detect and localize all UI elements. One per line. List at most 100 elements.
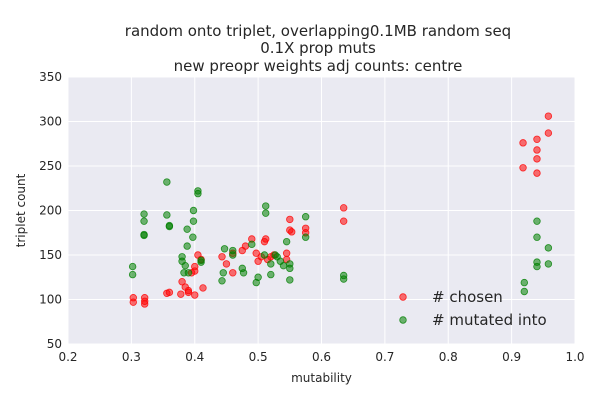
- data-point-series-2: [520, 287, 528, 296]
- y-tick-label: 350: [39, 70, 62, 84]
- data-point-series-1: [339, 204, 348, 212]
- y-tick-labels: 50 100 150 200 250 300 350: [39, 70, 62, 351]
- data-point-series-2: [163, 178, 171, 186]
- data-point-series-2: [197, 256, 205, 265]
- data-point-series-1: [533, 135, 541, 143]
- data-point-series-2: [262, 209, 270, 217]
- data-point-series-2: [229, 246, 237, 255]
- title-line-2: 0.1X prop muts: [260, 39, 376, 57]
- legend-label: # mutated into: [432, 311, 547, 329]
- data-point-series-1: [191, 291, 199, 299]
- y-axis-label: triplet count: [14, 173, 28, 247]
- data-point-series-2: [286, 276, 294, 284]
- data-point-series-2: [533, 217, 541, 225]
- data-point-series-2: [533, 258, 541, 266]
- y-tick-label: 300: [39, 115, 62, 129]
- data-point-series-2: [267, 260, 275, 268]
- data-point-series-2: [189, 206, 198, 215]
- data-point-series-2: [189, 217, 198, 225]
- data-point-series-2: [184, 269, 193, 277]
- data-point-series-1: [252, 249, 260, 257]
- data-point-series-1: [286, 215, 294, 224]
- x-tick-labels: 0.2 0.3 0.4 0.5 0.6 0.7 0.8 0.9 1.0: [58, 350, 584, 364]
- x-tick-label: 0.6: [312, 350, 331, 364]
- data-point-series-2: [254, 273, 262, 281]
- data-point-series-2: [189, 233, 197, 241]
- data-point-series-2: [163, 211, 171, 219]
- data-point-series-2: [544, 244, 553, 252]
- data-point-series-2: [178, 253, 186, 261]
- y-tick-label: 50: [47, 337, 62, 351]
- data-point-series-1: [177, 290, 185, 298]
- x-tick-label: 0.4: [185, 350, 204, 364]
- data-point-series-2: [194, 187, 202, 195]
- data-point-series-1: [282, 249, 291, 257]
- data-point-series-1: [262, 235, 270, 243]
- data-point-series-1: [301, 224, 310, 232]
- data-point-series-2: [239, 269, 248, 277]
- data-point-series-2: [301, 233, 310, 241]
- data-point-series-1: [288, 228, 296, 236]
- x-tick-label: 0.9: [502, 350, 521, 364]
- data-point-series-1: [184, 286, 193, 295]
- data-point-series-2: [282, 237, 291, 246]
- data-point-series-2: [218, 277, 226, 285]
- data-points: [128, 112, 553, 308]
- data-point-series-1: [165, 288, 174, 297]
- x-axis-label: mutability: [291, 371, 352, 385]
- data-point-series-2: [260, 251, 269, 259]
- data-point-series-1: [140, 294, 149, 302]
- data-point-series-1: [519, 164, 527, 172]
- data-point-series-2: [140, 210, 148, 218]
- data-point-series-1: [533, 169, 541, 177]
- data-point-series-1: [241, 242, 250, 250]
- data-point-series-2: [220, 245, 229, 253]
- data-point-series-1: [191, 267, 199, 275]
- data-point-series-1: [544, 129, 553, 137]
- data-point-series-2: [140, 230, 148, 239]
- data-point-series-2: [520, 278, 528, 287]
- data-point-series-1: [544, 112, 553, 120]
- data-point-series-2: [183, 242, 191, 250]
- data-point-series-2: [248, 240, 256, 249]
- x-tick-label: 1.0: [565, 350, 584, 364]
- data-point-series-2: [165, 221, 174, 230]
- data-point-series-2: [267, 270, 275, 279]
- legend-marker: [399, 316, 407, 324]
- y-tick-label: 250: [39, 159, 62, 173]
- legend-label: # chosen: [432, 288, 503, 306]
- data-point-series-2: [128, 270, 137, 279]
- data-point-series-2: [301, 213, 310, 221]
- data-point-series-2: [183, 225, 191, 233]
- data-point-series-2: [544, 260, 553, 268]
- data-point-series-2: [140, 217, 148, 225]
- chart-title: random onto triplet, overlapping0.1MB ra…: [125, 22, 511, 75]
- data-point-series-1: [178, 278, 186, 286]
- data-point-series-1: [519, 139, 527, 147]
- data-point-series-1: [339, 217, 348, 225]
- data-point-series-2: [181, 261, 189, 270]
- data-point-series-1: [129, 294, 137, 302]
- x-tick-label: 0.8: [439, 350, 458, 364]
- data-point-series-1: [533, 155, 541, 163]
- data-point-series-2: [279, 261, 288, 270]
- data-point-series-2: [128, 262, 137, 271]
- data-point-series-1: [199, 284, 207, 292]
- grid-lines: [67, 76, 576, 345]
- data-point-series-2: [262, 202, 270, 210]
- x-tick-label: 0.3: [122, 350, 141, 364]
- data-point-series-2: [286, 260, 294, 268]
- data-point-series-2: [219, 269, 227, 277]
- y-tick-label: 100: [39, 293, 62, 307]
- data-point-series-2: [533, 233, 541, 241]
- data-point-series-2: [339, 271, 348, 280]
- data-point-series-1: [533, 146, 541, 154]
- y-tick-label: 150: [39, 248, 62, 262]
- title-line-1: random onto triplet, overlapping0.1MB ra…: [125, 22, 511, 40]
- data-point-series-1: [229, 269, 237, 277]
- data-point-series-1: [218, 253, 226, 261]
- y-tick-label: 200: [39, 204, 62, 218]
- title-line-3: new preopr weights adj counts: centre: [174, 57, 463, 75]
- x-tick-label: 0.7: [375, 350, 394, 364]
